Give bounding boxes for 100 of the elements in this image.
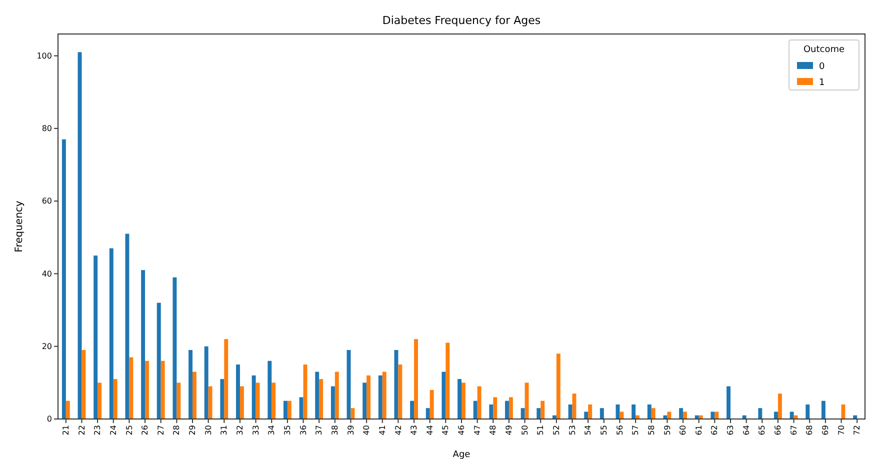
bar	[473, 400, 478, 419]
bar	[778, 394, 782, 419]
x-tick-label: 44	[425, 425, 434, 436]
x-tick-label: 30	[204, 425, 213, 436]
bar	[520, 408, 525, 419]
x-tick-label: 61	[694, 425, 704, 436]
bar	[362, 382, 367, 419]
bar	[774, 412, 778, 419]
bar	[806, 404, 810, 419]
legend-title: Outcome	[803, 45, 845, 55]
bar	[568, 404, 572, 419]
x-tick-label: 56	[615, 425, 624, 436]
x-tick-label: 68	[805, 425, 814, 436]
bar	[679, 408, 684, 419]
x-tick-label: 33	[251, 425, 260, 436]
x-tick-label: 72	[852, 425, 862, 436]
x-tick-label: 34	[267, 425, 276, 436]
legend-label: 0	[819, 62, 825, 72]
x-tick-label: 28	[172, 425, 182, 436]
bar	[458, 379, 462, 419]
y-tick-label: 0	[46, 414, 52, 424]
bar	[208, 386, 212, 419]
x-tick-label: 60	[678, 425, 688, 436]
bar	[442, 372, 446, 419]
bar	[82, 350, 86, 419]
x-tick-label: 22	[77, 425, 86, 436]
x-tick-label: 55	[599, 425, 608, 436]
x-tick-label: 31	[220, 425, 229, 436]
bar	[94, 256, 98, 419]
x-tick-label: 64	[742, 425, 751, 436]
bar	[252, 375, 256, 419]
x-tick-label: 51	[536, 425, 546, 436]
bar	[398, 364, 402, 419]
x-tick-label: 26	[140, 425, 150, 436]
bar	[667, 412, 672, 419]
legend-label: 1	[819, 78, 825, 88]
x-tick-label: 58	[646, 425, 656, 436]
bar	[62, 139, 66, 419]
x-tick-label: 48	[488, 425, 498, 436]
bar	[315, 372, 320, 419]
bar	[66, 400, 70, 419]
y-axis-title: Frequency	[14, 200, 25, 252]
x-tick-label: 25	[124, 425, 134, 436]
bar	[156, 302, 161, 419]
bar	[283, 400, 288, 419]
bar	[382, 372, 386, 419]
bar	[536, 408, 541, 419]
bar	[145, 360, 149, 419]
bar	[556, 354, 560, 419]
bar	[489, 404, 494, 419]
bar	[366, 375, 371, 419]
bar	[588, 404, 592, 419]
x-tick-label: 53	[568, 425, 577, 436]
bar	[821, 400, 826, 419]
bar	[268, 360, 272, 419]
x-tick-label: 45	[441, 425, 450, 436]
chart-title: Diabetes Frequency for Ages	[382, 14, 541, 27]
bar	[192, 372, 196, 419]
bar	[141, 270, 146, 419]
bar	[683, 412, 687, 419]
x-tick-label: 35	[283, 425, 292, 436]
bar	[446, 342, 450, 419]
y-tick-label: 40	[42, 269, 52, 278]
bar	[524, 382, 529, 419]
x-tick-label: 27	[156, 425, 166, 436]
bar	[224, 339, 228, 419]
bar	[710, 412, 715, 419]
bar	[236, 364, 240, 419]
y-tick-label: 80	[42, 124, 52, 133]
bar	[493, 397, 498, 419]
x-tick-label: 52	[552, 425, 561, 436]
x-tick-label: 23	[93, 425, 102, 436]
bar	[160, 360, 165, 419]
bar	[220, 379, 224, 419]
x-tick-label: 21	[61, 425, 70, 436]
bar	[632, 404, 636, 419]
bar	[414, 339, 418, 419]
bar	[378, 375, 382, 419]
x-tick-label: 36	[298, 425, 308, 436]
bar	[330, 386, 335, 419]
x-tick-label: 70	[836, 425, 846, 436]
bar	[204, 346, 208, 419]
x-tick-label: 65	[758, 425, 767, 436]
bar	[256, 382, 260, 419]
x-tick-label: 62	[710, 425, 720, 436]
x-tick-label: 42	[394, 425, 403, 436]
x-tick-label: 54	[584, 425, 593, 436]
bar	[113, 379, 118, 419]
bar	[790, 412, 794, 419]
bar	[508, 397, 513, 419]
x-tick-label: 40	[362, 425, 372, 436]
y-tick-label: 100	[36, 51, 52, 60]
x-tick-label: 49	[504, 425, 514, 436]
x-tick-label: 41	[378, 425, 387, 436]
bar	[477, 386, 482, 419]
x-tick-label: 57	[631, 425, 640, 436]
bar	[319, 379, 324, 419]
bar	[334, 372, 339, 419]
x-tick-label: 50	[520, 425, 530, 436]
bar	[272, 382, 276, 419]
